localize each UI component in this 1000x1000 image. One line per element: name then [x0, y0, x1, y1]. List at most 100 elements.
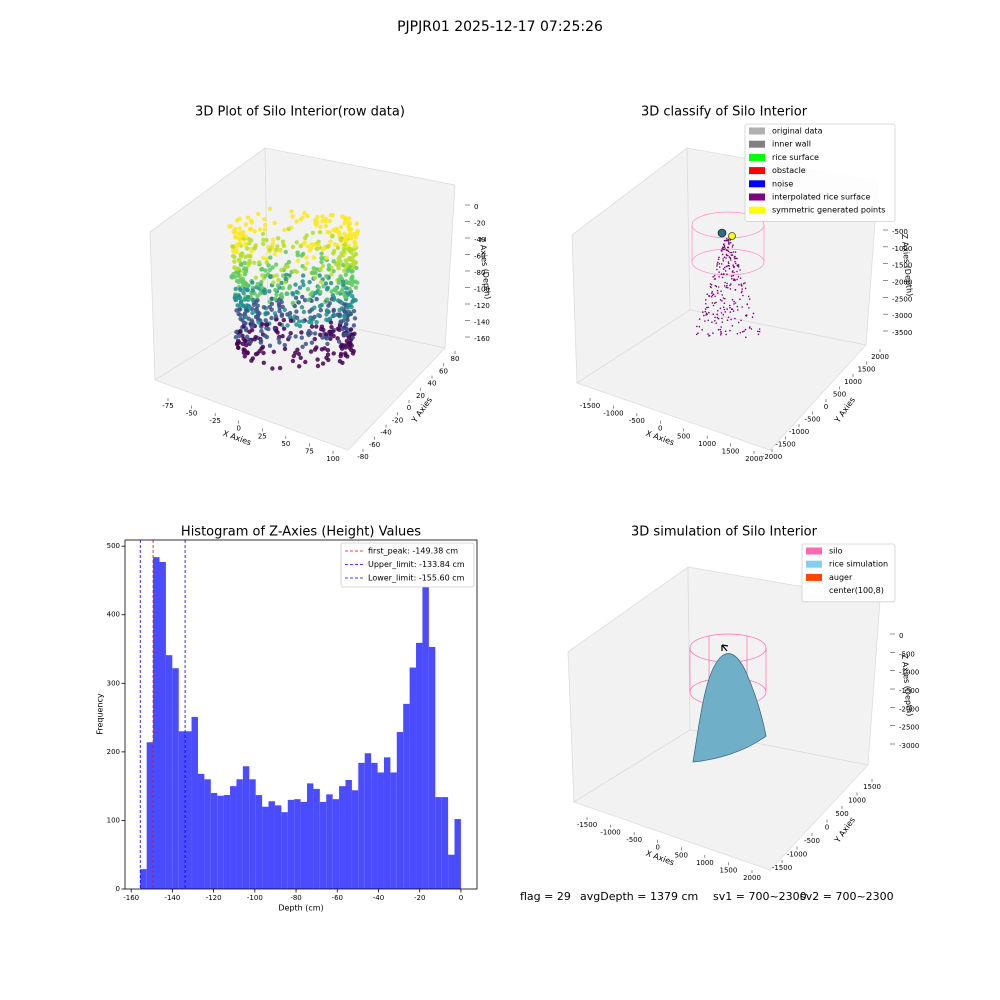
- point-cloud: [328, 280, 334, 286]
- point-cloud: [715, 301, 717, 304]
- point-cloud: [248, 339, 253, 345]
- point-cloud: [242, 272, 248, 277]
- point-cloud: [348, 327, 354, 332]
- point-cloud: [234, 329, 239, 335]
- point-cloud: [334, 228, 340, 233]
- point-cloud: [728, 242, 730, 244]
- x-tick-label: -500: [629, 417, 645, 425]
- point-cloud: [235, 303, 240, 308]
- point-cloud: [300, 344, 305, 349]
- y-tick-label: 500: [835, 810, 848, 818]
- bar: [428, 646, 436, 889]
- point-cloud: [739, 331, 742, 334]
- point-cloud: [326, 266, 331, 272]
- y-tick-label: 500: [107, 542, 120, 550]
- point-cloud: [238, 252, 244, 257]
- point-cloud: [325, 352, 331, 357]
- point-cloud: [309, 324, 315, 329]
- point-cloud: [271, 349, 276, 354]
- point-cloud: [276, 277, 281, 283]
- point-cloud: [736, 305, 739, 308]
- legend-label: interpolated rice surface: [772, 193, 870, 202]
- point-cloud: [300, 279, 305, 284]
- x-tick-label: -1500: [580, 402, 600, 410]
- bar: [300, 801, 308, 889]
- point-cloud: [714, 316, 716, 319]
- point-cloud: [295, 258, 301, 263]
- point-cloud: [731, 325, 734, 327]
- point-cloud: [719, 299, 722, 301]
- point-cloud: [276, 336, 281, 341]
- point-cloud: [232, 274, 238, 279]
- point-cloud: [757, 333, 760, 336]
- point-cloud: [734, 317, 736, 320]
- point-cloud: [241, 347, 246, 352]
- point-cloud: [237, 307, 243, 312]
- bar: [262, 806, 269, 889]
- point-cloud: [745, 336, 747, 339]
- point-cloud: [280, 285, 286, 291]
- legend-swatch: [806, 560, 822, 568]
- point-cloud: [722, 313, 725, 316]
- point-cloud: [274, 247, 279, 253]
- point-cloud: [352, 316, 358, 321]
- z-tick-label: -1000: [899, 669, 919, 677]
- point-cloud: [736, 278, 738, 281]
- point-cloud: [236, 231, 241, 236]
- point-cloud: [237, 333, 242, 339]
- bar: [313, 788, 320, 889]
- x-tick-label: -1000: [603, 410, 623, 418]
- point-cloud: [330, 233, 335, 238]
- point-cloud: [721, 321, 724, 324]
- point-cloud: [238, 312, 243, 318]
- point-cloud: [236, 345, 241, 350]
- point-cloud: [305, 331, 311, 336]
- point-cloud: [350, 269, 355, 274]
- point-cloud: [343, 272, 348, 277]
- x-tick-label: 50: [281, 440, 290, 448]
- point-cloud: [274, 328, 279, 333]
- point-cloud: [242, 297, 247, 302]
- point-cloud: [717, 261, 719, 264]
- point-cloud: [347, 280, 352, 285]
- point-cloud: [736, 257, 738, 260]
- point-cloud: [712, 304, 715, 307]
- point-cloud: [338, 274, 343, 279]
- point-cloud: [302, 298, 308, 303]
- bar: [383, 757, 391, 889]
- bar: [185, 731, 192, 889]
- z-tick-label: -100: [474, 286, 490, 294]
- y-tick-label: 100: [107, 816, 120, 824]
- point-cloud: [716, 289, 719, 292]
- point-cloud: [248, 218, 254, 223]
- point-cloud: [331, 308, 336, 314]
- point-cloud: [331, 333, 336, 339]
- point-cloud: [292, 303, 297, 309]
- pane: [573, 729, 869, 871]
- point-cloud: [244, 308, 249, 313]
- point-cloud: [717, 228, 727, 238]
- point-cloud: [725, 265, 728, 268]
- point-cloud: [712, 332, 714, 334]
- point-cloud: [284, 272, 289, 278]
- point-cloud: [237, 237, 243, 242]
- point-cloud: [746, 303, 749, 306]
- point-cloud: [321, 327, 326, 332]
- x-tick-label: 100: [326, 455, 339, 463]
- point-cloud: [707, 306, 710, 309]
- point-cloud: [265, 322, 270, 327]
- point-cloud: [750, 328, 753, 330]
- point-cloud: [350, 299, 355, 304]
- legend-label: rice simulation: [829, 560, 888, 569]
- point-cloud: [324, 312, 329, 317]
- point-cloud: [262, 222, 268, 228]
- point-cloud: [711, 321, 713, 324]
- point-cloud: [705, 303, 707, 305]
- point-cloud: [275, 283, 281, 288]
- point-cloud: [698, 325, 701, 328]
- point-cloud: [280, 239, 286, 244]
- point-cloud: [744, 282, 746, 284]
- figure-title: PJPJR01 2025-12-17 07:25:26: [397, 19, 603, 35]
- x-tick-label: -120: [206, 894, 222, 902]
- x-tick-label: -1000: [600, 829, 620, 837]
